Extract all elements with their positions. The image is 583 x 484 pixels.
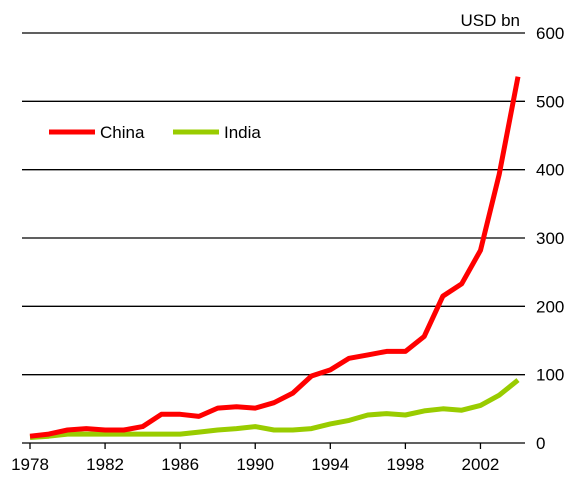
x-tick-label: 1982 [86,455,124,474]
y-tick-label: 100 [536,366,564,385]
series-line-china [29,76,521,439]
y-tick-label: 500 [536,92,564,111]
x-tick-label: 1978 [11,455,49,474]
series-line-india [29,378,520,440]
x-tick-label: 2002 [462,455,500,474]
legend-label-india: India [224,123,261,142]
y-tick-label: 0 [536,434,545,453]
x-tick-label: 1990 [236,455,274,474]
legend-label-china: China [100,123,145,142]
x-tick-label: 1998 [386,455,424,474]
y-tick-label: 300 [536,229,564,248]
unit-label: USD bn [460,11,520,30]
y-tick-label: 400 [536,161,564,180]
x-tick-label: 1986 [161,455,199,474]
x-axis-ticks: 1978 1982 1986 1990 1994 1998 2002 [11,443,499,474]
gridlines [22,32,525,444]
series-lines [29,76,521,440]
y-tick-label: 200 [536,297,564,316]
y-axis-ticks: 0 100 200 300 400 500 600 [536,24,564,453]
x-tick-label: 1994 [311,455,349,474]
y-tick-label: 600 [536,24,564,43]
legend: China India [49,123,261,142]
